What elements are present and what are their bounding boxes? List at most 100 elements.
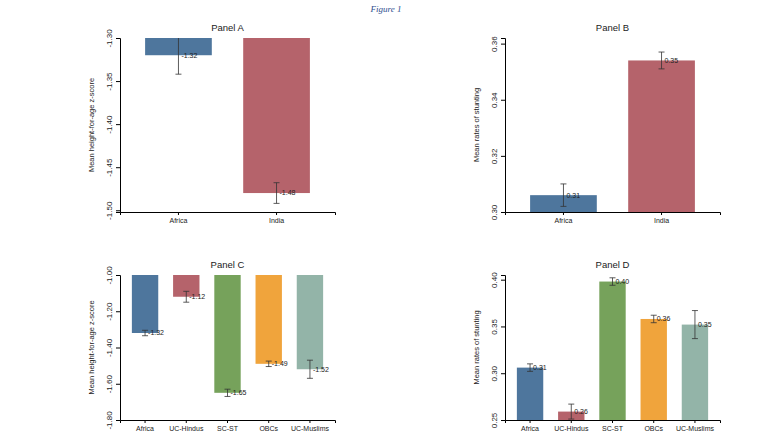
error-bar-cap [692, 338, 698, 339]
data-label: -1.48 [280, 189, 296, 196]
panel-title: Panel B [596, 22, 629, 33]
x-tick-mark [571, 420, 572, 423]
data-label: -1.32 [148, 329, 164, 336]
y-tick-mark [501, 280, 505, 281]
error-bar-line [178, 38, 179, 74]
x-axis: Africa India [506, 212, 721, 224]
y-tick: -1.40 [105, 338, 120, 357]
bar [256, 275, 282, 364]
x-tick: UC-Hindus [554, 420, 589, 432]
x-axis: Africa India [121, 212, 336, 224]
y-tick: 0.34 [490, 92, 505, 108]
y-axis-line [501, 276, 506, 421]
y-tick-mark [116, 81, 120, 82]
y-tick-label: -1.60 [105, 375, 114, 394]
y-tick: -1.60 [105, 375, 120, 394]
error-bar-cap [175, 74, 181, 75]
x-tick-label: Africa [170, 217, 188, 224]
y-tick-mark [116, 124, 120, 125]
y-tick-label: -1.20 [105, 302, 114, 321]
x-axis-line [506, 213, 721, 216]
y-tick-mark [501, 156, 505, 157]
x-tick-mark [661, 212, 662, 215]
x-tick: SC-ST [602, 420, 624, 432]
y-tick: 0.36 [490, 36, 505, 52]
x-tick-mark [276, 212, 277, 215]
x-tick-label: UC-Muslims [676, 425, 715, 432]
y-tick: -1.35 [105, 72, 120, 91]
y-tick-label: -1.50 [105, 201, 114, 220]
bar [682, 325, 708, 420]
panel-title: Panel A [211, 22, 244, 33]
x-tick: UC-Muslims [676, 420, 715, 432]
data-label: -1.12 [189, 293, 205, 300]
panel: 0.250.300.350.40AfricaUC-HindusSC-STOBCs… [472, 259, 721, 432]
y-axis: -1.00-1.20-1.40-1.60-1.80 [105, 266, 121, 430]
x-tick-label: OBCs [644, 425, 663, 432]
y-tick-label: -1.00 [105, 266, 114, 285]
error-bar-line [612, 278, 613, 285]
data-label: 0.31 [566, 192, 580, 199]
x-tick: Africa [170, 212, 188, 224]
plot-area [132, 275, 323, 396]
x-tick-label: India [654, 217, 669, 224]
y-axis: 0.30 0.32 0.34 0.36 [490, 36, 506, 221]
y-axis-title: Mean rates of stunting [472, 310, 481, 384]
x-tick: UC-Hindus [169, 420, 204, 432]
x-axis: AfricaUC-HindusSC-STOBCsUC-Muslims [121, 420, 336, 432]
bar [641, 319, 667, 420]
y-axis-title: Mean height-for-age z-score [87, 300, 96, 394]
plot-area [530, 52, 695, 212]
x-tick: India [654, 212, 669, 224]
y-tick: -1.40 [105, 115, 120, 134]
y-tick: 0.40 [490, 272, 505, 288]
error-bar-cap [183, 302, 189, 303]
plot-area [145, 38, 310, 203]
figure-title: Figure 1 [370, 4, 402, 14]
x-tick-label: SC-ST [602, 425, 624, 432]
error-bar-cap [560, 206, 566, 207]
panel-title: Panel C [211, 259, 245, 270]
y-tick-mark [501, 100, 505, 101]
y-axis-title: Mean height-for-age z-score [87, 78, 96, 172]
y-tick: -1.45 [105, 158, 120, 177]
y-tick-label: 0.30 [490, 204, 499, 220]
figure: Figure 1 -1.50 -1.45 -1.40 -1.35 -1.30 Africa I… [0, 0, 772, 446]
x-tick: OBCs [644, 420, 663, 432]
data-label: -1.32 [181, 52, 197, 59]
x-tick-label: Africa [521, 425, 539, 432]
error-bar-cap [183, 291, 189, 292]
error-bar-cap [659, 52, 665, 53]
error-bar-line [653, 315, 654, 322]
x-tick-label: India [269, 217, 284, 224]
bar [517, 368, 543, 420]
data-label: 0.40 [616, 278, 630, 285]
y-tick-label: 0.35 [490, 319, 499, 335]
x-tick-mark [653, 420, 654, 423]
y-tick-mark [116, 38, 120, 39]
bar [243, 38, 310, 193]
panel: 0.300.320.340.36AfricaIndiaMean rates of… [472, 22, 721, 224]
bar [599, 282, 625, 420]
y-tick-label: 0.25 [490, 412, 499, 428]
bar [132, 275, 158, 333]
x-tick: Africa [555, 212, 573, 224]
error-bar-line [186, 291, 187, 302]
bar [628, 60, 695, 212]
y-tick: 0.32 [490, 148, 505, 164]
x-tick-label: SC-ST [217, 425, 239, 432]
x-tick: UC-Muslims [291, 420, 330, 432]
error-bar-line [694, 311, 695, 339]
y-axis-line [116, 276, 121, 421]
x-tick: Africa [521, 420, 539, 432]
y-tick: 0.25 [490, 412, 505, 428]
x-tick: Africa [136, 420, 154, 432]
panel: -1.00-1.20-1.40-1.60-1.80AfricaUC-Hindus… [87, 259, 336, 432]
y-tick-label: 0.36 [490, 36, 499, 52]
y-tick: -1.30 [105, 29, 120, 48]
y-tick-mark [116, 167, 120, 168]
x-tick-mark [227, 420, 228, 423]
bar [297, 275, 323, 369]
error-bar-line [145, 330, 146, 335]
error-bar-line [309, 360, 310, 378]
